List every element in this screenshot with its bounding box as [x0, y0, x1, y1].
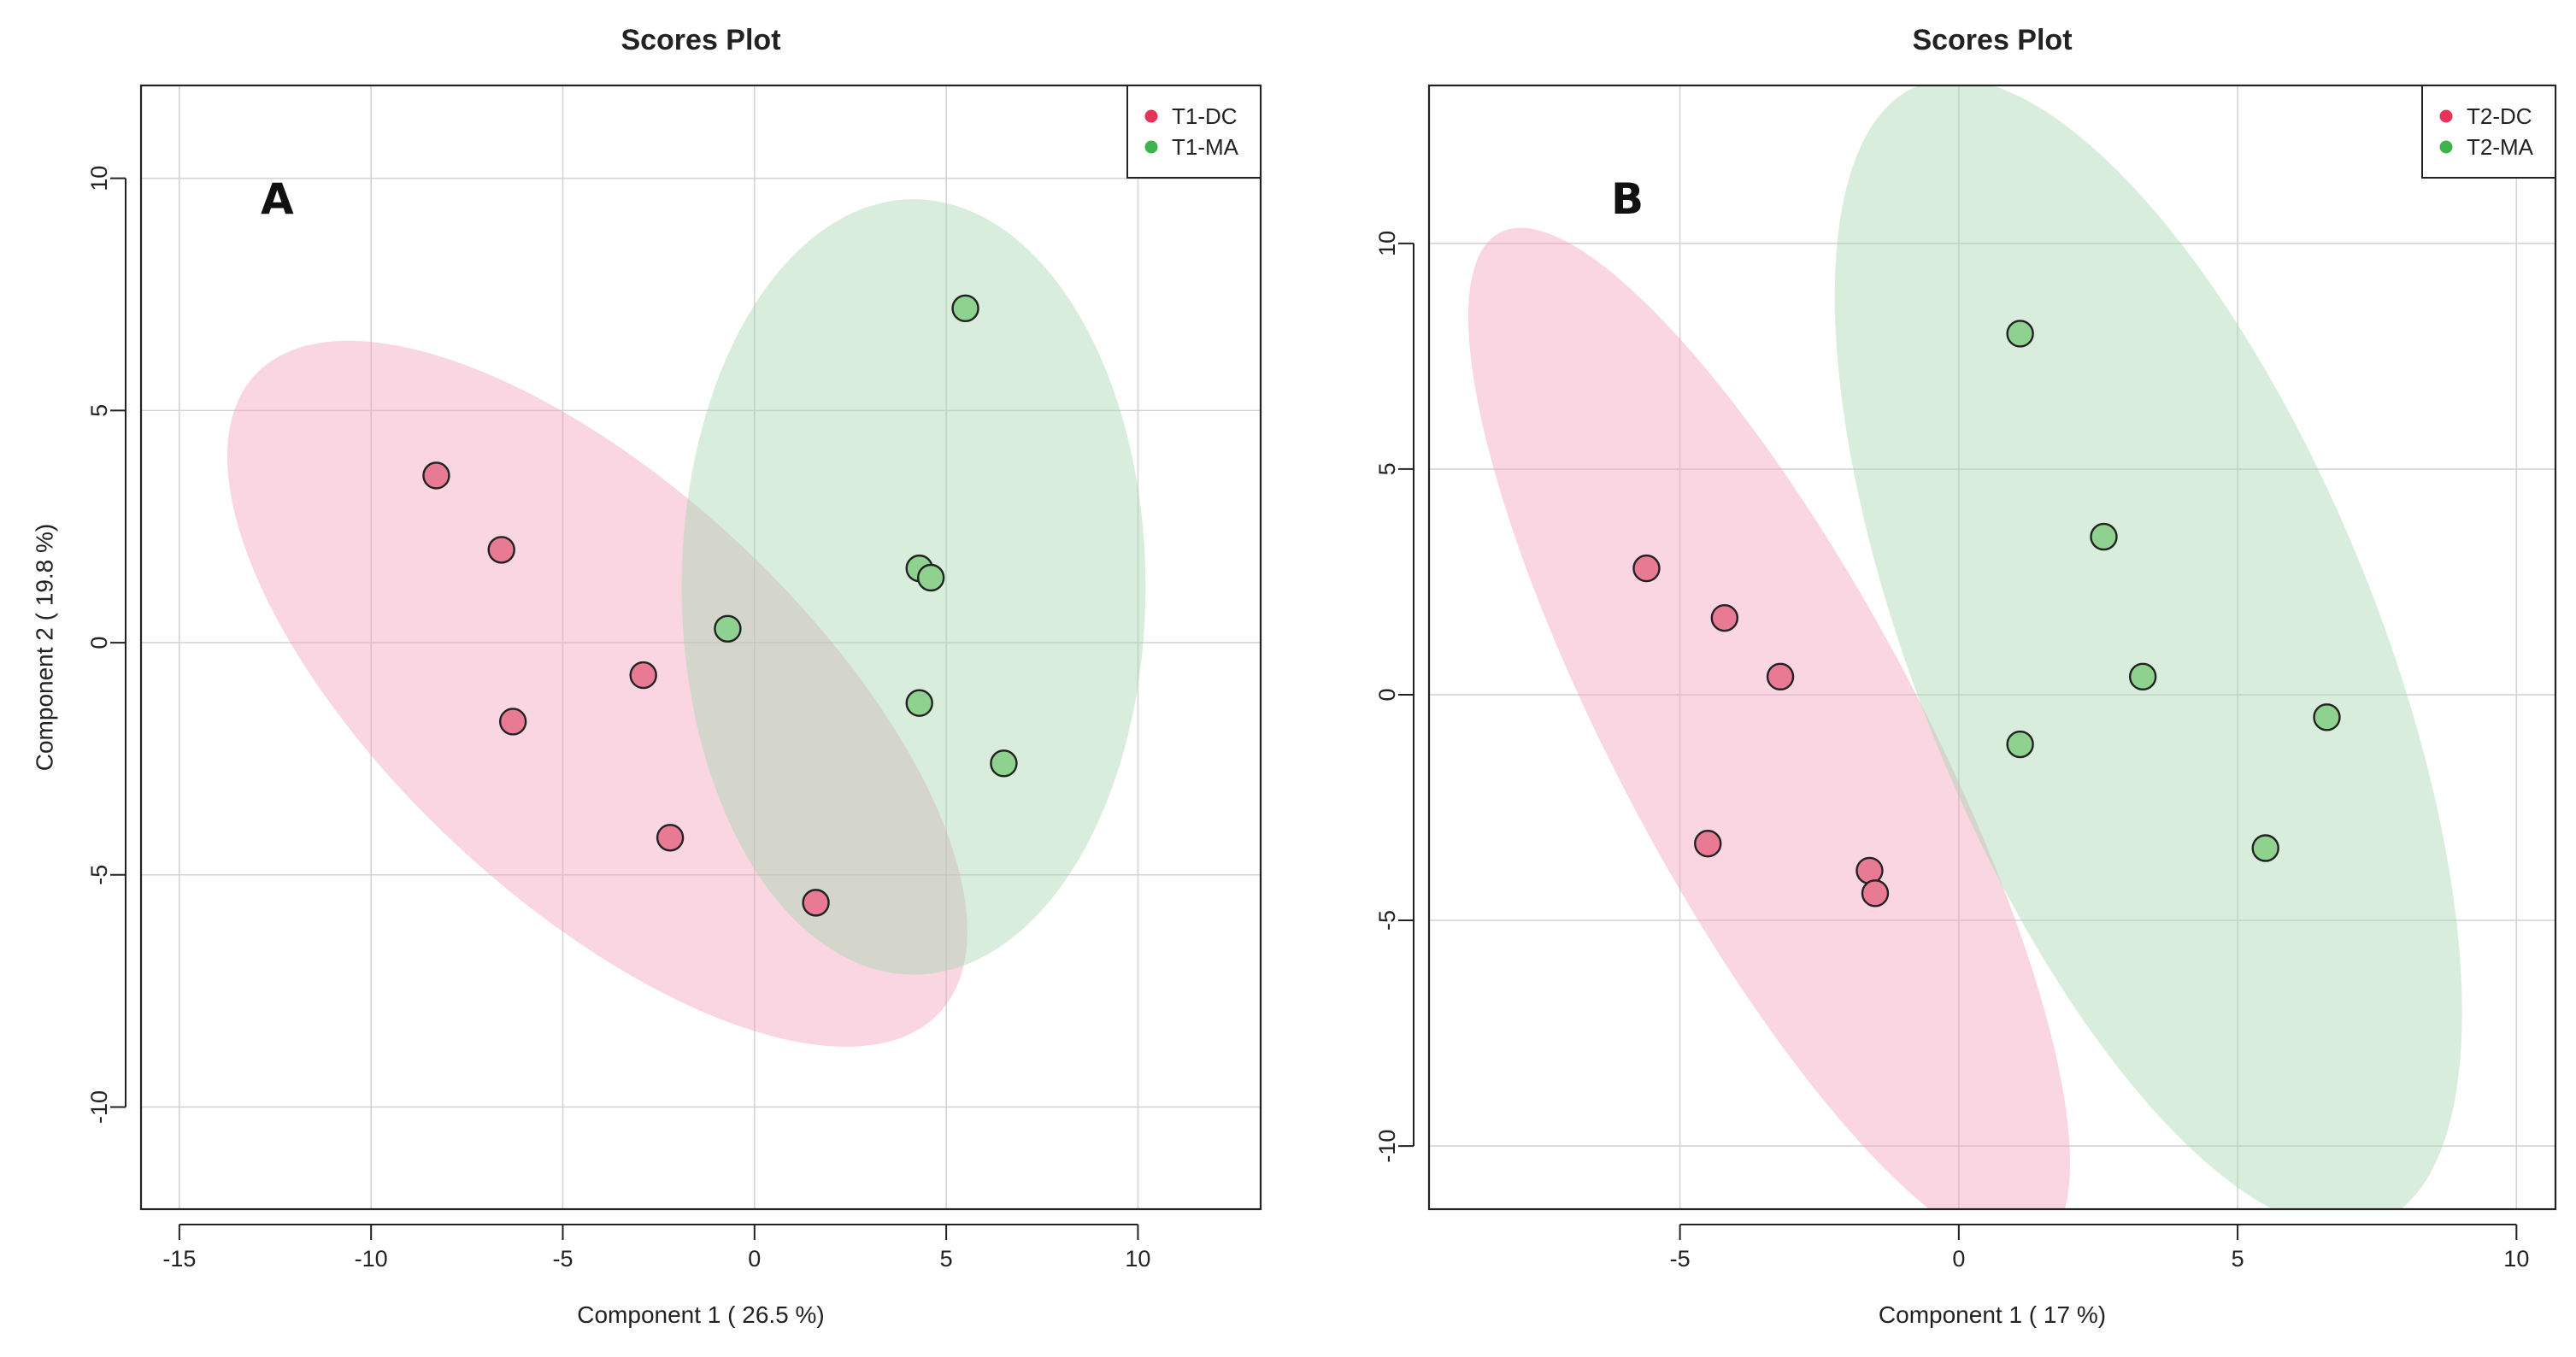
x-tick-label: 5 — [2232, 1246, 2244, 1272]
data-point-t2-ma — [2006, 730, 2034, 759]
y-axis-label: Component 2 ( 19.8 %) — [32, 524, 58, 772]
x-tick-label: 10 — [2503, 1246, 2529, 1272]
y-tick-label: 5 — [1374, 462, 1400, 475]
scores-plot-panel-b: -5 0 5 10 -10 -5 0 5 10 Scores Plot Component 1 ( … — [1374, 24, 2557, 1328]
data-point-t1-ma — [916, 563, 945, 592]
data-point-t2-ma — [2251, 834, 2279, 862]
legend-marker-t2-dc — [2439, 109, 2453, 123]
data-point-t2-ma — [2313, 703, 2341, 731]
data-point-t2-dc — [1861, 879, 1890, 908]
x-tick-label: 5 — [940, 1246, 953, 1272]
confidence-ellipse-t1-dc — [226, 340, 967, 1047]
data-point-t1-dc — [629, 661, 657, 690]
legend-box — [1126, 85, 1262, 179]
data-point-t1-dc — [656, 824, 685, 852]
legend-entry-t2-ma: T2-MA — [2467, 134, 2534, 160]
y-axis: -10 -5 0 5 10 — [1374, 231, 1414, 1163]
chart-title: Scores Plot — [620, 24, 780, 56]
data-point-t2-ma — [2090, 522, 2118, 551]
legend-entry-t1-dc: T1-DC — [1172, 103, 1238, 129]
x-tick-label: -5 — [552, 1246, 573, 1272]
y-tick-label: 10 — [1374, 231, 1400, 256]
confidence-ellipse-t2-dc — [1467, 227, 2071, 1209]
legend-entry-t2-dc: T2-DC — [2467, 103, 2532, 129]
x-tick-label: 10 — [1125, 1246, 1150, 1272]
data-points — [1632, 320, 2341, 908]
chart-title: Scores Plot — [1912, 24, 2072, 56]
y-axis: -10 -5 0 5 10 — [86, 166, 126, 1124]
data-point-t1-dc — [422, 461, 450, 490]
x-tick-label: 0 — [1952, 1246, 1965, 1272]
data-point-t2-dc — [1694, 830, 1722, 858]
data-point-t1-ma — [905, 689, 933, 717]
legend-marker-t1-dc — [1144, 109, 1158, 123]
data-point-t2-dc — [1710, 603, 1739, 632]
y-tick-label: -10 — [1374, 1130, 1400, 1163]
x-tick-label: -10 — [355, 1246, 388, 1272]
data-point-t2-ma — [2006, 320, 2034, 348]
x-axis-label: Component 1 ( 17 %) — [1879, 1301, 2106, 1328]
data-point-t2-dc — [1856, 856, 1884, 885]
data-point-t1-dc — [487, 536, 515, 564]
x-tick-label: -5 — [1670, 1246, 1691, 1272]
legend: T1-DC T1-MA — [1126, 85, 1262, 179]
y-tick-label: -5 — [86, 865, 112, 885]
y-tick-label: 10 — [86, 166, 112, 191]
data-point-t1-dc — [498, 708, 527, 736]
x-axis-label: Component 1 ( 26.5 %) — [577, 1301, 825, 1328]
plot-frame — [139, 84, 1262, 1211]
grid-lines — [1429, 85, 2555, 1209]
confidence-ellipses — [226, 199, 1146, 1047]
x-tick-label: 0 — [748, 1246, 761, 1272]
scores-plot-panel-a: -15 -10 -5 0 5 10 -10 -5 0 5 10 Scores Plot Componen… — [32, 24, 1262, 1328]
plot-frame — [1427, 84, 2557, 1211]
legend-marker-t2-ma — [2439, 140, 2453, 154]
confidence-ellipse-t2-ma — [1834, 85, 2462, 1209]
confidence-ellipses — [1467, 85, 2462, 1209]
x-tick-label: -15 — [162, 1246, 196, 1272]
x-axis: -15 -10 -5 0 5 10 — [162, 1224, 1150, 1272]
legend-marker-t1-ma — [1144, 140, 1158, 154]
y-tick-label: 0 — [86, 637, 112, 649]
legend-box — [2421, 85, 2556, 179]
data-point-t2-dc — [1766, 662, 1795, 691]
grid-lines — [141, 85, 1261, 1209]
y-tick-label: -5 — [1374, 910, 1400, 931]
confidence-ellipse-t1-ma — [681, 199, 1146, 975]
panel-label: B — [1611, 174, 1644, 224]
data-point-t1-ma — [990, 749, 1018, 778]
y-tick-label: -10 — [86, 1090, 112, 1124]
data-points — [422, 294, 1018, 917]
y-tick-label: 0 — [1374, 688, 1400, 701]
data-point-t1-dc — [802, 889, 830, 917]
data-point-t2-ma — [2128, 662, 2157, 691]
y-tick-label: 5 — [86, 404, 112, 417]
legend: T2-DC T2-MA — [2421, 85, 2556, 179]
x-axis: -5 0 5 10 — [1670, 1224, 2529, 1272]
panel-label: A — [261, 174, 294, 224]
data-point-t2-dc — [1632, 554, 1661, 583]
legend-entry-t1-ma: T1-MA — [1172, 134, 1239, 160]
data-point-t1-ma — [951, 294, 979, 323]
data-point-t1-ma — [714, 614, 742, 643]
